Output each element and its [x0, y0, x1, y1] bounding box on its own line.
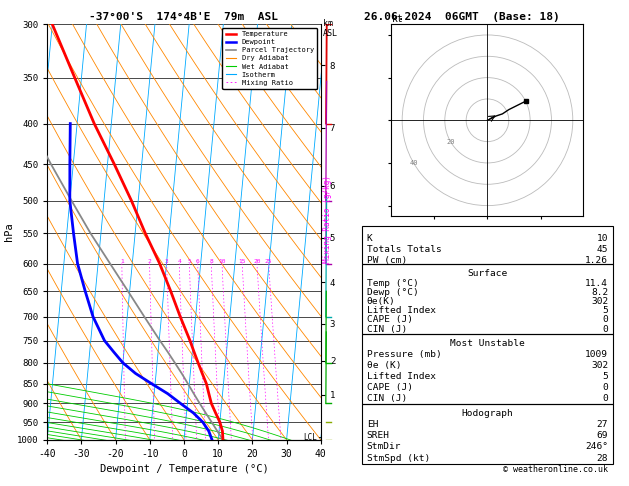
- Text: CAPE (J): CAPE (J): [367, 315, 413, 324]
- Text: 5: 5: [603, 306, 608, 315]
- Text: 302: 302: [591, 361, 608, 370]
- Text: 8.2: 8.2: [591, 288, 608, 297]
- Bar: [362, 404, 613, 464]
- Text: 25: 25: [265, 259, 272, 263]
- Text: LCL: LCL: [304, 433, 318, 442]
- Text: © weatheronline.co.uk: © weatheronline.co.uk: [503, 465, 608, 474]
- Text: Hodograph: Hodograph: [462, 409, 513, 417]
- Text: EH: EH: [367, 420, 378, 429]
- Text: 1009: 1009: [585, 349, 608, 359]
- Text: Lifted Index: Lifted Index: [367, 306, 436, 315]
- Bar: [362, 226, 613, 263]
- Text: 4: 4: [177, 259, 181, 263]
- Text: SREH: SREH: [367, 431, 390, 440]
- Text: K: K: [367, 234, 372, 243]
- Text: 26.06.2024  06GMT  (Base: 18): 26.06.2024 06GMT (Base: 18): [364, 12, 559, 22]
- Text: 2: 2: [148, 259, 152, 263]
- Bar: [362, 263, 613, 333]
- Text: 40: 40: [409, 160, 418, 166]
- Text: 20: 20: [253, 259, 260, 263]
- Text: Mixing Ratio (g/kg): Mixing Ratio (g/kg): [323, 175, 331, 262]
- Text: 1: 1: [120, 259, 124, 263]
- Text: Pressure (mb): Pressure (mb): [367, 349, 442, 359]
- Text: 5: 5: [603, 372, 608, 381]
- Text: 10: 10: [218, 259, 226, 263]
- Y-axis label: hPa: hPa: [4, 223, 14, 242]
- Text: 8: 8: [209, 259, 213, 263]
- Text: 28: 28: [597, 453, 608, 463]
- Text: 6: 6: [196, 259, 199, 263]
- Text: CIN (J): CIN (J): [367, 394, 407, 403]
- Text: CAPE (J): CAPE (J): [367, 382, 413, 392]
- Bar: [362, 333, 613, 404]
- Text: Most Unstable: Most Unstable: [450, 339, 525, 347]
- Text: 246°: 246°: [585, 442, 608, 451]
- Text: 11.4: 11.4: [585, 278, 608, 288]
- Text: Dewp (°C): Dewp (°C): [367, 288, 418, 297]
- X-axis label: Dewpoint / Temperature (°C): Dewpoint / Temperature (°C): [99, 465, 269, 474]
- Text: 5: 5: [187, 259, 191, 263]
- Text: Lifted Index: Lifted Index: [367, 372, 436, 381]
- Text: Surface: Surface: [467, 269, 508, 278]
- Text: 45: 45: [597, 245, 608, 254]
- Text: 20: 20: [447, 139, 455, 145]
- Text: StmSpd (kt): StmSpd (kt): [367, 453, 430, 463]
- Text: Totals Totals: Totals Totals: [367, 245, 442, 254]
- Text: Temp (°C): Temp (°C): [367, 278, 418, 288]
- Text: θe (K): θe (K): [367, 361, 401, 370]
- Text: StmDir: StmDir: [367, 442, 401, 451]
- Text: 302: 302: [591, 297, 608, 306]
- Text: km
ASL: km ASL: [323, 19, 338, 38]
- Text: kt: kt: [391, 14, 403, 23]
- Text: PW (cm): PW (cm): [367, 256, 407, 265]
- Text: 15: 15: [238, 259, 246, 263]
- Text: 0: 0: [603, 394, 608, 403]
- Text: 3: 3: [165, 259, 169, 263]
- Text: 10: 10: [597, 234, 608, 243]
- Text: 27: 27: [597, 420, 608, 429]
- Title: -37°00'S  174°4B'E  79m  ASL: -37°00'S 174°4B'E 79m ASL: [89, 12, 279, 22]
- Text: 0: 0: [603, 382, 608, 392]
- Legend: Temperature, Dewpoint, Parcel Trajectory, Dry Adiabat, Wet Adiabat, Isotherm, Mi: Temperature, Dewpoint, Parcel Trajectory…: [222, 28, 317, 89]
- Text: θe(K): θe(K): [367, 297, 396, 306]
- Text: 0: 0: [603, 315, 608, 324]
- Text: 0: 0: [603, 325, 608, 333]
- Text: CIN (J): CIN (J): [367, 325, 407, 333]
- Text: 1.26: 1.26: [585, 256, 608, 265]
- Text: 69: 69: [597, 431, 608, 440]
